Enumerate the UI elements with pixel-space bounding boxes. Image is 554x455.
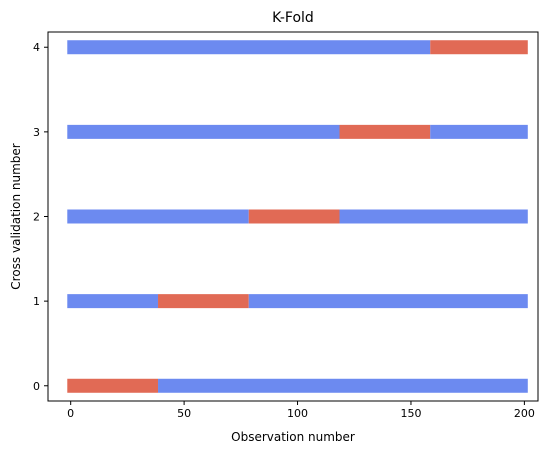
- fold-1-train-segment-0: [67, 294, 159, 309]
- x-axis-ticks: 0 50 100 150 200: [67, 401, 535, 420]
- fold-0-train-segment-1: [158, 378, 528, 393]
- fold-2-train-segment-2: [339, 209, 528, 224]
- fold-4-train-segment-0: [67, 40, 431, 55]
- y-tick-label: 1: [33, 295, 40, 308]
- y-axis-ticks: 0 1 2 3 4: [33, 41, 48, 393]
- fold-2-train-segment-0: [67, 209, 249, 224]
- y-tick-label: 0: [33, 380, 40, 393]
- x-tick-label: 50: [177, 407, 191, 420]
- fold-1-train-segment-2: [248, 294, 528, 309]
- y-tick-label: 4: [33, 41, 40, 54]
- y-axis-label: Cross validation number: [9, 143, 23, 290]
- plot-area: [67, 40, 528, 393]
- x-tick-label: 100: [287, 407, 308, 420]
- fold-2-test-segment-1: [248, 209, 340, 224]
- fold-3-train-segment-0: [67, 124, 340, 139]
- fold-0-test-segment-0: [67, 378, 159, 393]
- fold-3-test-segment-1: [339, 124, 431, 139]
- y-tick-label: 3: [33, 126, 40, 139]
- x-tick-label: 200: [514, 407, 535, 420]
- fold-1-test-segment-1: [158, 294, 249, 309]
- chart-title: K-Fold: [272, 10, 314, 26]
- x-tick-label: 0: [67, 407, 74, 420]
- x-axis-label: Observation number: [231, 430, 355, 444]
- x-tick-label: 150: [400, 407, 421, 420]
- fold-3-train-segment-2: [430, 124, 528, 139]
- fold-4-test-segment-1: [430, 40, 528, 55]
- y-tick-label: 2: [33, 211, 40, 224]
